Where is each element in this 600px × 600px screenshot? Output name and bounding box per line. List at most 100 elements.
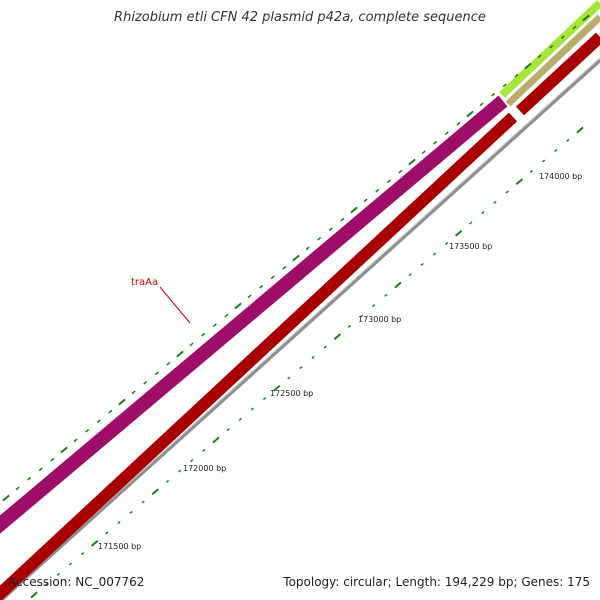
major-tick [292,254,300,262]
minor-tick [96,419,101,424]
minor-tick [420,262,424,266]
gene-olive [505,14,600,107]
minor-tick [44,583,48,587]
minor-tick [305,246,310,251]
minor-tick [189,342,194,347]
major-tick [118,398,126,406]
summary-text: Topology: circular; Length: 194,229 bp; … [283,575,590,589]
outer-tick-marks [2,14,590,502]
minor-tick [131,390,136,395]
major-tick [333,333,342,341]
minor-tick [141,500,145,504]
minor-tick [323,345,327,349]
major-tick [212,436,220,444]
minor-tick [375,188,380,193]
major-tick [176,350,184,358]
major-tick [151,488,160,496]
minor-tick [384,293,388,297]
minor-tick [27,476,32,481]
major-tick [515,178,524,186]
major-tick [466,110,474,118]
minor-tick [250,407,255,411]
minor-tick [502,83,507,88]
minor-tick [493,200,497,204]
minor-tick [238,417,242,421]
minor-tick [481,211,485,215]
minor-tick [190,459,194,463]
minor-tick [287,376,291,380]
minor-tick [456,121,461,126]
minor-tick [56,572,60,576]
minor-tick [572,25,577,30]
gene-lime [499,0,600,98]
minor-tick [15,486,20,491]
minor-tick [359,314,364,318]
minor-tick [311,355,315,359]
minor-tick [541,159,546,163]
minor-tick [444,242,449,246]
minor-tick [505,190,509,194]
minor-tick [340,217,345,222]
major-tick [582,14,590,22]
minor-tick [549,44,554,49]
minor-tick [224,313,229,318]
major-tick [576,126,584,134]
minor-tick [105,531,109,535]
major-tick [30,591,38,599]
scale-tick-label: 172000 bp [183,464,226,473]
minor-tick [129,510,133,514]
scale-tick-label: 174000 bp [539,172,582,181]
minor-tick [259,284,264,289]
major-tick [2,494,10,502]
minor-tick [50,457,55,462]
minor-tick [108,409,113,414]
scale-tick-label: 173000 bp [358,315,401,324]
minor-tick [212,323,217,328]
minor-tick [372,304,376,308]
minor-tick [299,366,303,370]
traAa-label-connector [159,286,191,324]
minor-tick [282,265,287,270]
minor-tick [421,150,426,155]
minor-tick [432,252,437,256]
minor-tick [262,397,267,401]
minor-tick [85,428,90,433]
minor-tick [166,361,171,366]
gene-red-main [0,112,518,600]
minor-tick [73,438,78,443]
minor-tick [68,562,73,566]
minor-tick [386,179,391,184]
inner-tick-marks [30,126,584,599]
minor-tick [560,35,565,40]
minor-tick [270,275,275,280]
minor-tick [554,149,558,153]
minor-tick [491,92,496,97]
minor-tick [347,324,352,328]
minor-tick [514,73,519,78]
gene-magenta-traAa [0,95,508,534]
scale-tick-label: 171500 bp [98,542,141,551]
minor-tick [80,552,85,556]
minor-tick [201,332,206,337]
minor-tick [38,467,43,472]
minor-tick [177,469,182,473]
minor-tick [398,169,403,174]
minor-tick [566,138,570,142]
minor-tick [469,221,473,225]
scale-tick-label: 172500 bp [270,389,313,398]
gene-label-traAa[interactable]: traAa [131,277,158,288]
minor-tick [479,102,484,107]
major-tick [454,229,463,237]
minor-tick [247,294,252,299]
map-title: Rhizobium etli CFN 42 plasmid p42a, comp… [114,10,486,25]
major-tick [60,446,68,454]
backbone-line [0,58,600,600]
minor-tick [226,428,230,432]
minor-tick [154,371,159,376]
major-tick [350,206,358,214]
minor-tick [529,169,534,173]
gene-red-next [515,32,600,116]
minor-tick [433,140,438,145]
